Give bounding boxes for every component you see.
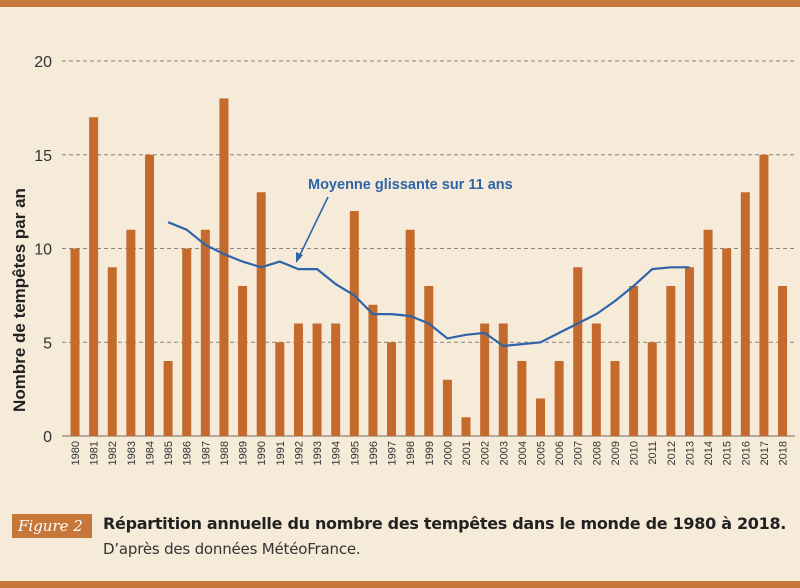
bar-2010 [629,286,639,436]
y-tick-label: 10 [34,242,52,259]
x-tick-label: 2005 [536,441,548,465]
x-tick-label: 2010 [629,441,641,465]
x-tick-label: 2001 [461,441,473,465]
bar-1997 [387,342,397,436]
x-tick-label: 1980 [70,441,82,465]
bar-2017 [759,154,769,436]
bar-1987 [200,229,210,436]
bar-1989 [238,286,248,436]
x-tick-label: 2018 [778,441,790,465]
figure-source: D’après des données MétéoFrance. [103,540,361,558]
x-tick-label: 2015 [722,441,734,465]
bar-1982 [107,267,117,436]
y-tick-label: 20 [34,54,52,71]
x-tick-label: 1996 [368,441,380,465]
bar-1996 [368,304,378,436]
bar-2009 [610,361,620,436]
x-tick-label: 1992 [293,441,305,465]
x-tick-label: 2006 [554,441,566,465]
x-tick-label: 2017 [759,441,771,465]
figure-tag: Figure 2 [12,514,92,538]
x-tick-label: 2014 [703,441,715,465]
x-tick-labels: 1980 1981 1982 1983 1984 1985 1986 1987 1988 1989… [70,441,790,465]
x-tick-label: 1999 [424,441,436,465]
annotation-arrow [296,196,329,263]
bar-2008 [591,323,601,436]
bar-1995 [349,211,359,436]
bar-2015 [722,248,732,436]
x-tick-label: 1993 [312,441,324,465]
x-tick-label: 1984 [144,441,156,465]
bar-1990 [256,192,266,436]
x-tick-label: 2008 [591,441,603,465]
bar-2001 [461,417,471,436]
bar-1994 [331,323,341,436]
bar-2013 [684,267,694,436]
bar-1998 [405,229,415,436]
x-tick-label: 2011 [647,441,659,465]
bar-2011 [647,342,657,436]
x-tick-label: 1997 [387,441,399,465]
bars [70,98,788,436]
bar-2018 [778,286,788,436]
bottom-border [0,581,800,588]
bar-1981 [89,117,99,436]
bar-1988 [219,98,229,436]
bar-2012 [666,286,676,436]
moving-average-label: Moyenne glissante sur 11 ans [308,177,513,193]
bar-1999 [424,286,434,436]
bar-2016 [740,192,750,436]
bar-1983 [126,229,136,436]
y-tick-label: 5 [43,335,52,352]
x-tick-label: 1995 [349,441,361,465]
y-axis-label: Nombre de tempêtes par an [10,188,29,412]
bar-1992 [293,323,303,436]
bar-2005 [536,398,545,436]
x-tick-label: 2013 [684,441,696,465]
x-tick-label: 1986 [182,441,194,465]
x-tick-label: 1989 [238,441,250,465]
y-tick-label: 0 [43,429,52,446]
top-border [0,0,800,7]
x-tick-label: 1987 [200,441,212,465]
bar-2006 [554,361,564,436]
bar-2014 [703,229,713,436]
bar-1984 [144,154,154,436]
bar-1980 [70,248,80,436]
y-tick-labels: 0 5 10 15 20 [34,54,52,446]
bar-1991 [275,342,285,436]
moving-average-line [167,221,690,348]
x-tick-label: 2016 [740,441,752,465]
figure-title: Répartition annuelle du nombre des tempê… [103,514,787,533]
x-tick-label: 2009 [610,441,622,465]
x-tick-label: 1985 [163,441,175,465]
x-tick-label: 1994 [331,441,343,465]
bar-1993 [312,323,322,436]
bar-2004 [517,361,527,436]
x-tick-label: 1982 [107,441,119,465]
x-tick-label: 1983 [126,441,138,465]
bar-2003 [498,323,508,436]
x-tick-label: 2004 [517,441,529,465]
bar-2000 [442,379,452,436]
x-tick-label: 2000 [442,441,454,465]
x-tick-label: 2003 [498,441,510,465]
x-tick-label: 2002 [480,441,492,465]
bar-1986 [182,248,192,436]
y-tick-label: 15 [34,148,52,165]
x-tick-label: 1998 [405,441,417,465]
x-tick-label: 1988 [219,441,231,465]
bar-2002 [480,323,490,436]
x-tick-label: 2012 [666,441,678,465]
x-tick-label: 1990 [256,441,268,465]
x-tick-label: 2007 [573,441,585,465]
bar-2007 [573,267,583,436]
bar-1985 [163,361,173,436]
x-tick-label: 1981 [89,441,101,465]
x-tick-label: 1991 [275,441,287,465]
